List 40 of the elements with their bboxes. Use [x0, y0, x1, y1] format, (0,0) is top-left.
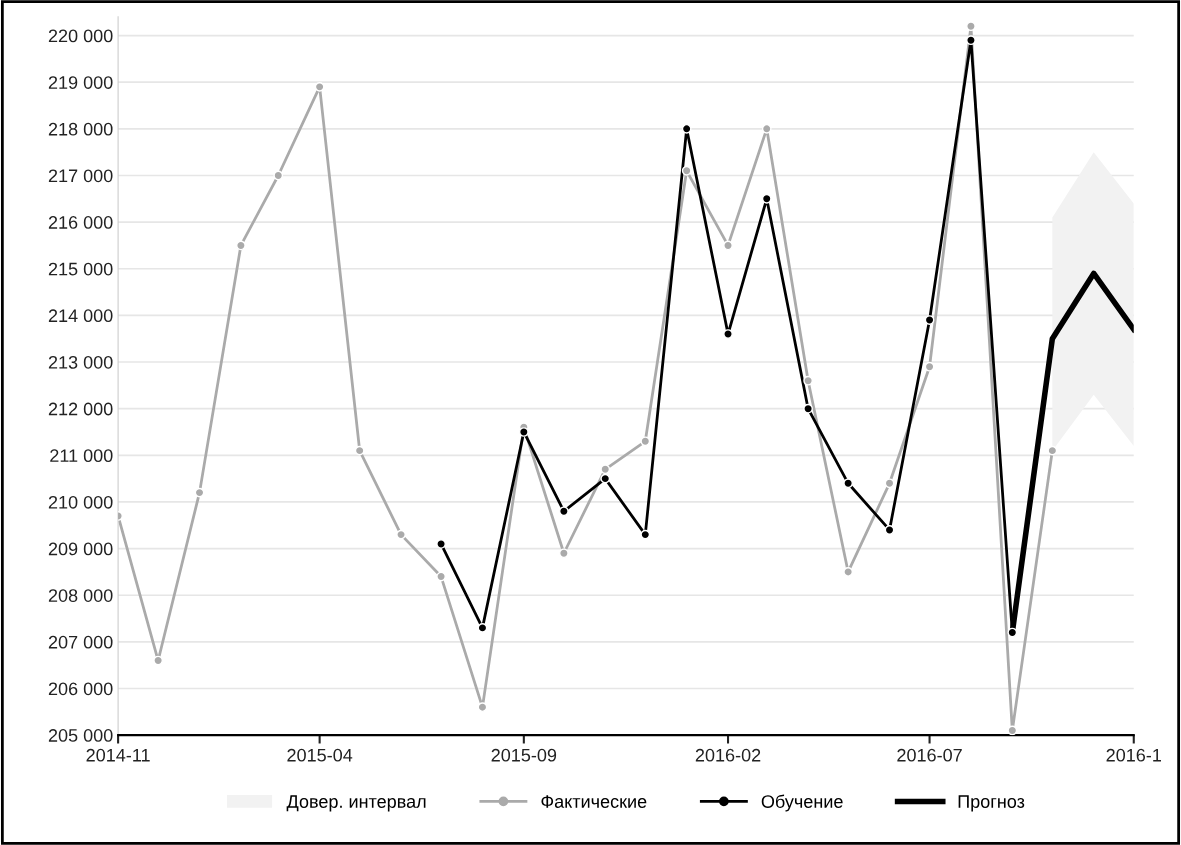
y-tick-label: 219 000 [48, 76, 113, 89]
point [966, 35, 976, 46]
point [803, 403, 813, 414]
point [966, 21, 976, 32]
y-tick-label: 211 000 [50, 449, 113, 463]
y-tick-label: 205 000 [48, 729, 113, 742]
y-tick-label: 216 000 [48, 216, 113, 229]
y-tick-label: 213 000 [48, 355, 113, 369]
y-tick-label: 208 000 [48, 589, 113, 602]
point [436, 539, 446, 549]
legend-label: Фактические [541, 795, 647, 808]
point [396, 529, 406, 540]
point [723, 240, 733, 251]
point [273, 170, 284, 181]
point [436, 571, 446, 582]
x-tick-label: 2016-1 [1106, 748, 1161, 762]
point [236, 240, 246, 251]
y-tick-label: 220 000 [48, 29, 113, 43]
y-tick-label: 210 000 [48, 495, 113, 509]
y-tick-label: 212 000 [48, 402, 113, 416]
y-tick-label: 214 000 [48, 309, 113, 323]
x-tick-label: 2016-07 [897, 748, 962, 762]
text: Довер. интервал [286, 795, 426, 812]
point [600, 464, 611, 475]
point [723, 329, 733, 339]
y-tick-label: 217 000 [48, 169, 113, 183]
x-tick-label: 2014-11 [86, 748, 150, 762]
y-tick-label: 207 000 [48, 635, 113, 649]
point [803, 375, 813, 386]
point [559, 506, 569, 517]
legend-label: Обучение [761, 794, 843, 812]
y-tick-label: 215 000 [48, 262, 113, 276]
y-tick-label: 209 000 [48, 542, 113, 556]
y-tick-label: 206 000 [48, 682, 113, 696]
x-tick-label: 2015-04 [287, 748, 353, 762]
x-tick-label: 2015-09 [491, 748, 557, 762]
legend-label: Прогноз [958, 795, 1025, 812]
y-tick-label: 218 000 [48, 122, 113, 136]
point [843, 478, 854, 489]
x-tick-label: 2016-02 [695, 748, 761, 762]
